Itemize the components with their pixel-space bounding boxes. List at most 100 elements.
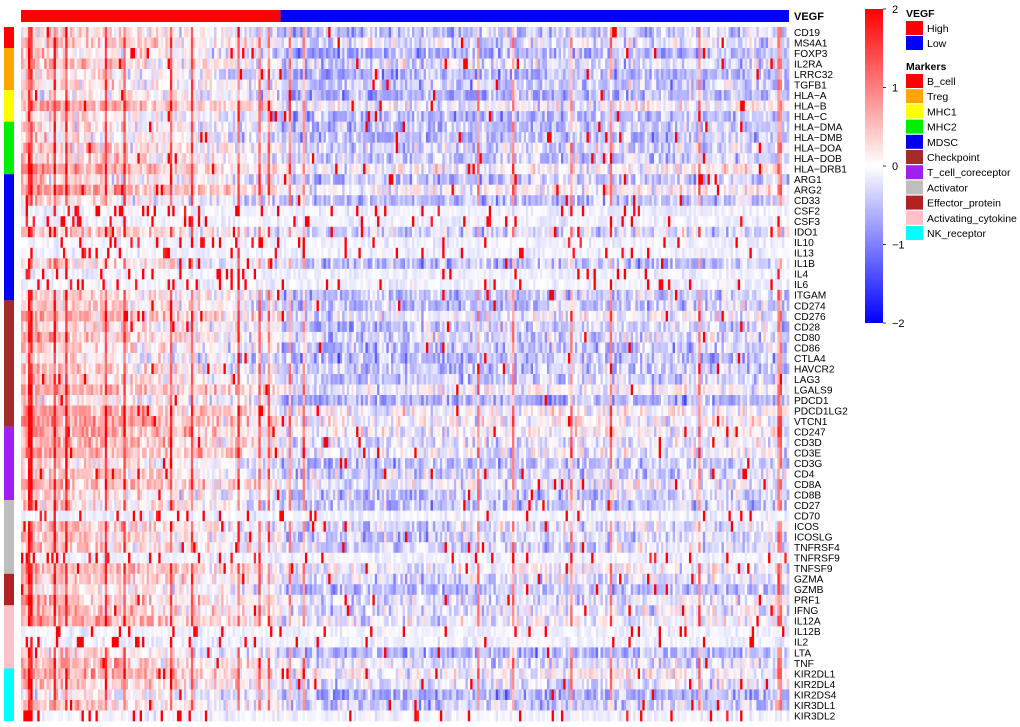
heatmap-cell — [405, 111, 408, 122]
heatmap-cell — [44, 174, 47, 185]
heatmap-cell — [594, 111, 597, 122]
heatmap-cell — [552, 143, 555, 154]
heatmap-cell — [303, 143, 306, 154]
heatmap-cell — [538, 101, 541, 112]
heatmap-cell — [88, 143, 91, 154]
heatmap-cell — [605, 59, 608, 70]
heatmap-cell — [289, 174, 292, 185]
heatmap-cell — [454, 143, 457, 154]
heatmap-cell — [454, 69, 457, 80]
heatmap-cell — [237, 80, 240, 91]
heatmap-cell — [514, 90, 517, 101]
heatmap-cell — [724, 90, 727, 101]
heatmap-cell — [666, 38, 669, 49]
heatmap-cell — [719, 132, 722, 143]
heatmap-cell — [21, 153, 24, 164]
heatmap-cell — [282, 132, 285, 143]
heatmap-cell — [133, 90, 136, 101]
heatmap-cell — [470, 101, 473, 112]
heatmap-cell — [214, 69, 217, 80]
heatmap-cell — [694, 111, 697, 122]
heatmap-cell — [517, 101, 520, 112]
heatmap-cell — [698, 143, 701, 154]
heatmap-cell — [72, 80, 75, 91]
heatmap-cell — [596, 38, 599, 49]
heatmap-cell — [431, 101, 434, 112]
heatmap-cell — [728, 59, 731, 70]
heatmap-cell — [715, 101, 718, 112]
heatmap-cell — [170, 38, 173, 49]
heatmap-cell — [158, 59, 161, 70]
heatmap-cell — [645, 143, 648, 154]
heatmap-cell — [72, 101, 75, 112]
row-group-effector_protein — [4, 574, 14, 606]
heatmap-cell — [398, 164, 401, 175]
heatmap-cell — [461, 48, 464, 59]
heatmap-cell — [112, 132, 115, 143]
heatmap-cell — [270, 122, 273, 133]
heatmap-cell — [233, 90, 236, 101]
heatmap-cell — [405, 174, 408, 185]
heatmap-cell — [440, 90, 443, 101]
heatmap-cell — [773, 80, 776, 91]
heatmap-cell — [784, 80, 787, 91]
heatmap-cell — [342, 164, 345, 175]
heatmap-cell — [182, 69, 185, 80]
heatmap-cell — [610, 38, 613, 49]
heatmap-cell — [377, 27, 380, 38]
heatmap-cell — [219, 38, 222, 49]
heatmap-cell — [612, 122, 615, 133]
heatmap-cell — [670, 90, 673, 101]
heatmap-cell — [426, 69, 429, 80]
heatmap-cell — [279, 143, 282, 154]
heatmap-cell — [140, 80, 143, 91]
heatmap-cell — [65, 111, 68, 122]
heatmap-cell — [752, 69, 755, 80]
heatmap-cell — [573, 164, 576, 175]
heatmap-cell — [649, 59, 652, 70]
heatmap-cell — [747, 101, 750, 112]
heatmap-cell — [775, 90, 778, 101]
heatmap-cell — [777, 90, 780, 101]
heatmap-cell — [382, 111, 385, 122]
heatmap-cell — [540, 111, 543, 122]
heatmap-cell — [196, 122, 199, 133]
heatmap-cell — [617, 101, 620, 112]
heatmap-cell — [379, 48, 382, 59]
heatmap-cell — [365, 101, 368, 112]
heatmap-cell — [65, 153, 68, 164]
heatmap-cell — [221, 153, 224, 164]
heatmap-cell — [54, 48, 57, 59]
heatmap-cell — [135, 90, 138, 101]
heatmap-cell — [144, 90, 147, 101]
heatmap-cell — [715, 38, 718, 49]
heatmap-cell — [291, 69, 294, 80]
heatmap-cell — [310, 101, 313, 112]
heatmap-cell — [782, 132, 785, 143]
heatmap-cell — [556, 101, 559, 112]
heatmap-cell — [761, 174, 764, 185]
heatmap-cell — [421, 122, 424, 133]
heatmap-cell — [116, 143, 119, 154]
heatmap-cell — [147, 122, 150, 133]
heatmap-cell — [30, 132, 33, 143]
heatmap-cell — [708, 132, 711, 143]
heatmap-cell — [210, 69, 213, 80]
heatmap-cell — [347, 122, 350, 133]
heatmap-cell — [303, 27, 306, 38]
heatmap-cell — [226, 101, 229, 112]
heatmap-cell — [175, 164, 178, 175]
heatmap-cell — [310, 80, 313, 91]
heatmap-cell — [230, 69, 233, 80]
heatmap-cell — [445, 174, 448, 185]
heatmap-cell — [184, 153, 187, 164]
heatmap-cell — [603, 143, 606, 154]
heatmap-cell — [44, 59, 47, 70]
heatmap-cell — [223, 38, 226, 49]
heatmap-cell — [70, 153, 73, 164]
heatmap-cell — [70, 132, 73, 143]
heatmap-cell — [652, 164, 655, 175]
heatmap-cell — [452, 132, 455, 143]
heatmap-cell — [377, 69, 380, 80]
heatmap-cell — [163, 111, 166, 122]
